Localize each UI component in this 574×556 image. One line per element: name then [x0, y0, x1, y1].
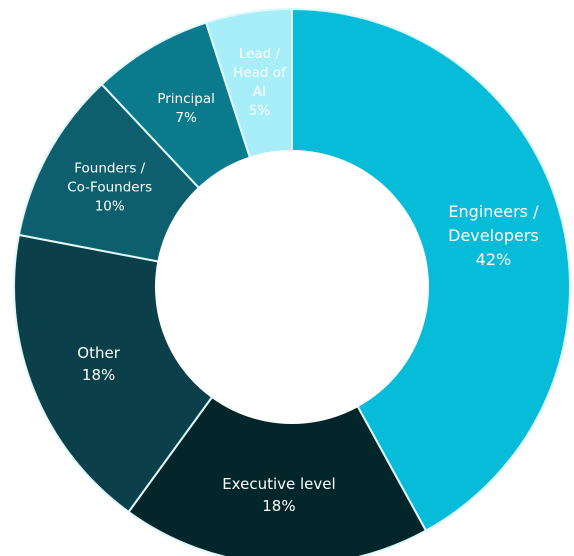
donut-hole [155, 150, 429, 424]
slice-value-label: 5% [249, 103, 271, 119]
slice-value-label: 18% [82, 366, 115, 384]
slice-category-label: Developers [448, 226, 539, 245]
slice-value-label: 10% [95, 199, 125, 215]
slice-category-label: Co-Founders [67, 180, 152, 196]
slice-category-label: Lead / [239, 46, 281, 62]
slice-category-label: Executive level [222, 475, 335, 493]
slice-label-0: Engineers / Developers 42% [448, 202, 539, 269]
slice-label-3: Founders / Co-Founders 10% [67, 161, 152, 215]
slice-value-label: 7% [175, 110, 197, 126]
slice-category-label: Founders / [74, 161, 145, 177]
slice-category-label: Principal [157, 91, 215, 107]
slice-label-5: Lead / Head of AI 5% [233, 46, 287, 119]
slice-label-4: Principal 7% [157, 91, 215, 126]
slice-category-label: Engineers / [448, 202, 539, 221]
slice-category-label: Head of [233, 65, 287, 81]
slice-label-1: Executive level 18% [222, 475, 335, 515]
slice-labels: Engineers / Developers 42% Executive level 1… [67, 46, 539, 515]
slice-category-label: AI [253, 84, 266, 100]
slice-value-label: 42% [476, 250, 512, 269]
slice-value-label: 18% [262, 497, 295, 515]
slice-label-2: Other 18% [77, 344, 120, 384]
slice-category-label: Other [77, 344, 120, 362]
